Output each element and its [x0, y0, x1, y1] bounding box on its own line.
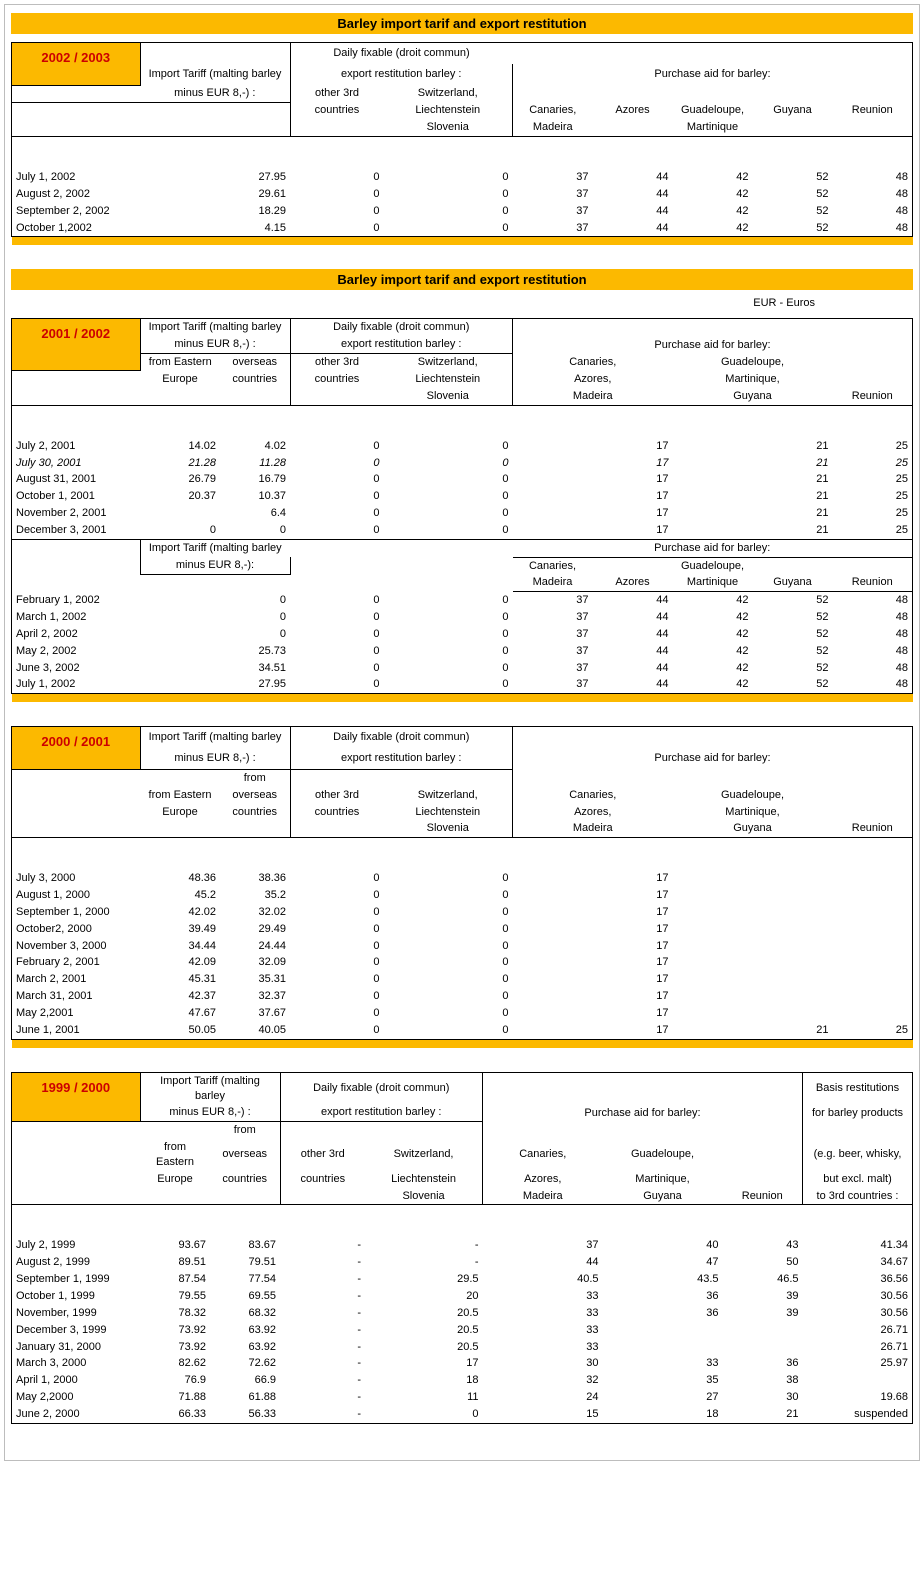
table-row: November 2, 20016.400172125 — [12, 505, 913, 522]
table-row: July 2, 200114.024.0200172125 — [12, 438, 913, 455]
table-row: February 1, 20020003744425248 — [12, 592, 913, 609]
table-row: August 1, 200045.235.20017 — [12, 887, 913, 904]
table-row: July 1, 200227.95003744425248 — [12, 676, 913, 693]
table-row: August 2, 200229.61003744425248 — [12, 186, 913, 203]
table-row: August 31, 200126.7916.7900172125 — [12, 471, 913, 488]
euro-note: EUR - Euros — [11, 296, 819, 310]
table-row: July 3, 200048.3638.360017 — [12, 870, 913, 887]
table-row: January 31, 200073.9263.92-20.53326.71 — [12, 1339, 913, 1356]
table-row: May 2,200071.8861.88-1124273019.68 — [12, 1389, 913, 1406]
table-row: September 1, 200042.0232.020017 — [12, 904, 913, 921]
table-row: July 2, 199993.6783.67--37404341.34 — [12, 1237, 913, 1254]
table-row: May 2, 200225.73003744425248 — [12, 643, 913, 660]
table-row: March 31, 200142.3732.370017 — [12, 988, 913, 1005]
table-row: August 2, 199989.5179.51--44475034.67 — [12, 1254, 913, 1271]
table-row: March 2, 200145.3135.310017 — [12, 971, 913, 988]
table-row: February 2, 200142.0932.090017 — [12, 954, 913, 971]
table-row: May 2,200147.6737.670017 — [12, 1005, 913, 1022]
table-row: September 2, 200218.29003744425248 — [12, 203, 913, 220]
block-2001: 2001 / 2002 Import Tariff (malting barle… — [11, 318, 913, 702]
year-cell: 2001 / 2002 — [12, 319, 141, 371]
table-row: November 3, 200034.4424.440017 — [12, 938, 913, 955]
block-1999: 1999 / 2000 Import Tariff (malting barle… — [11, 1072, 913, 1424]
table-row: July 1, 200227.95003744425248 — [12, 169, 913, 186]
year-cell: 2000 / 2001 — [12, 727, 141, 770]
table-row: April 1, 200076.966.9-18323538 — [12, 1372, 913, 1389]
table-2000: 2000 / 2001 Import Tariff (malting barle… — [11, 726, 913, 1047]
year-cell: 1999 / 2000 — [12, 1072, 141, 1122]
block-2000: 2000 / 2001 Import Tariff (malting barle… — [11, 726, 913, 1047]
table-2001: 2001 / 2002 Import Tariff (malting barle… — [11, 318, 913, 702]
table-row: October2, 200039.4929.490017 — [12, 921, 913, 938]
title-bar-2001: Barley import tarif and export restituti… — [11, 269, 913, 290]
table-row: September 1, 199987.5477.54-29.540.543.5… — [12, 1271, 913, 1288]
table-row: December 3, 199973.9263.92-20.53326.71 — [12, 1322, 913, 1339]
table-row: October 1, 199979.5569.55-2033363930.56 — [12, 1288, 913, 1305]
table-row: December 3, 20010000172125 — [12, 522, 913, 539]
page-container: Barley import tarif and export restituti… — [4, 4, 920, 1461]
table-row: October 1,20024.15003744425248 — [12, 220, 913, 237]
table-row: July 30, 200121.2811.2800172125 — [12, 455, 913, 472]
title-bar-2002: Barley import tarif and export restituti… — [11, 13, 913, 34]
table-row: October 1, 200120.3710.3700172125 — [12, 488, 913, 505]
table-row: March 3, 200082.6272.62-1730333625.97 — [12, 1355, 913, 1372]
table-row: June 2, 200066.3356.33-0151821suspended — [12, 1406, 913, 1423]
table-row: April 2, 20020003744425248 — [12, 626, 913, 643]
table-1999: 1999 / 2000 Import Tariff (malting barle… — [11, 1072, 913, 1424]
year-cell: 2002 / 2003 — [12, 43, 141, 86]
table-row: November, 199978.3268.32-20.533363930.56 — [12, 1305, 913, 1322]
table-2002: 2002 / 2003 Daily fixable (droit commun)… — [11, 42, 913, 245]
table-row: March 1, 20020003744425248 — [12, 609, 913, 626]
table-row: June 1, 200150.0540.0500172125 — [12, 1022, 913, 1039]
table-row: June 3, 200234.51003744425248 — [12, 660, 913, 677]
hdr: 2002 / 2003 Daily fixable (droit commun) — [12, 43, 913, 65]
block-2002: 2002 / 2003 Daily fixable (droit commun)… — [11, 42, 913, 245]
